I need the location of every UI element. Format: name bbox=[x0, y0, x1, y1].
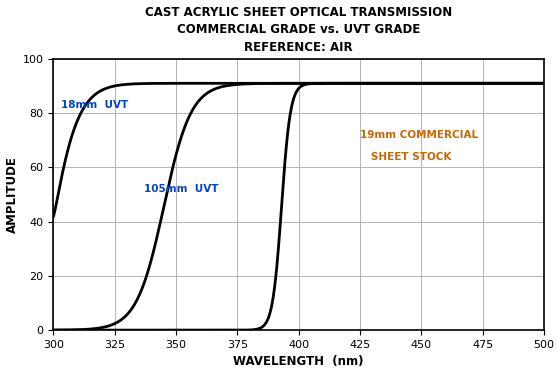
Text: 18mm  UVT: 18mm UVT bbox=[61, 100, 128, 110]
Y-axis label: AMPLITUDE: AMPLITUDE bbox=[6, 156, 18, 233]
Title: CAST ACRYLIC SHEET OPTICAL TRANSMISSION
COMMERCIAL GRADE vs. UVT GRADE
REFERENCE: CAST ACRYLIC SHEET OPTICAL TRANSMISSION … bbox=[145, 6, 452, 53]
X-axis label: WAVELENGTH  (nm): WAVELENGTH (nm) bbox=[234, 355, 364, 368]
Text: SHEET STOCK: SHEET STOCK bbox=[360, 151, 451, 162]
Text: 105mm  UVT: 105mm UVT bbox=[144, 184, 219, 194]
Text: 19mm COMMERCIAL: 19mm COMMERCIAL bbox=[360, 130, 478, 140]
